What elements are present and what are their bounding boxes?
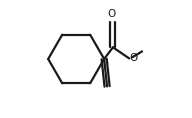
Text: O: O [108,9,116,19]
Text: O: O [130,53,138,63]
